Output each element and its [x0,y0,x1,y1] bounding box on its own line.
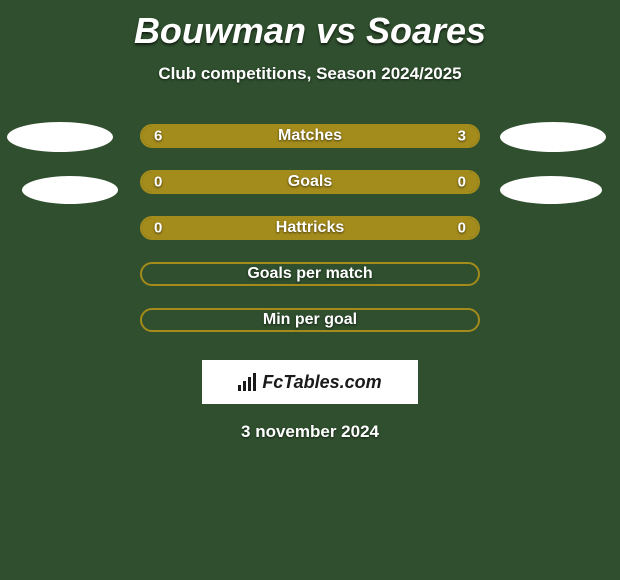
stat-label: Min per goal [263,311,357,329]
stat-value-right: 3 [458,128,466,145]
stat-row: Hattricks 0 0 [140,216,480,240]
source-logo: FcTables.com [202,360,418,404]
bar-chart-icon [238,373,256,391]
page-subtitle: Club competitions, Season 2024/2025 [0,64,620,84]
stat-label: Goals per match [247,265,372,283]
stat-label: Matches [278,127,342,145]
stat-value-right: 0 [458,174,466,191]
stat-row: Matches 6 3 [140,124,480,148]
stat-row: Goals 0 0 [140,170,480,194]
avatar-placeholder [500,176,602,204]
logo-text: FcTables.com [262,372,381,393]
stat-row: Goals per match [140,262,480,286]
avatar-placeholder [500,122,606,152]
stats-area: Matches 6 3 Goals 0 0 Hattricks 0 0 Goals per mat… [0,124,620,332]
stat-label: Goals [288,173,332,191]
stat-row: Min per goal [140,308,480,332]
stat-value-left: 0 [154,174,162,191]
comparison-widget: Bouwman vs Soares Club competitions, Sea… [0,0,620,580]
snapshot-date: 3 november 2024 [0,422,620,442]
stat-value-left: 6 [154,128,162,145]
stat-label: Hattricks [276,219,344,237]
avatar-placeholder [22,176,118,204]
stat-value-right: 0 [458,220,466,237]
stat-value-left: 0 [154,220,162,237]
avatar-placeholder [7,122,113,152]
page-title: Bouwman vs Soares [0,0,620,52]
